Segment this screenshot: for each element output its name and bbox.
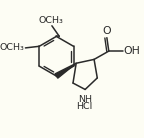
Text: O: O <box>102 26 111 36</box>
Text: OCH₃: OCH₃ <box>39 16 64 25</box>
Polygon shape <box>55 63 76 78</box>
Text: OCH₃: OCH₃ <box>0 43 24 52</box>
Text: OH: OH <box>123 46 140 56</box>
Text: HCl: HCl <box>76 102 92 111</box>
Text: NH: NH <box>78 95 92 104</box>
